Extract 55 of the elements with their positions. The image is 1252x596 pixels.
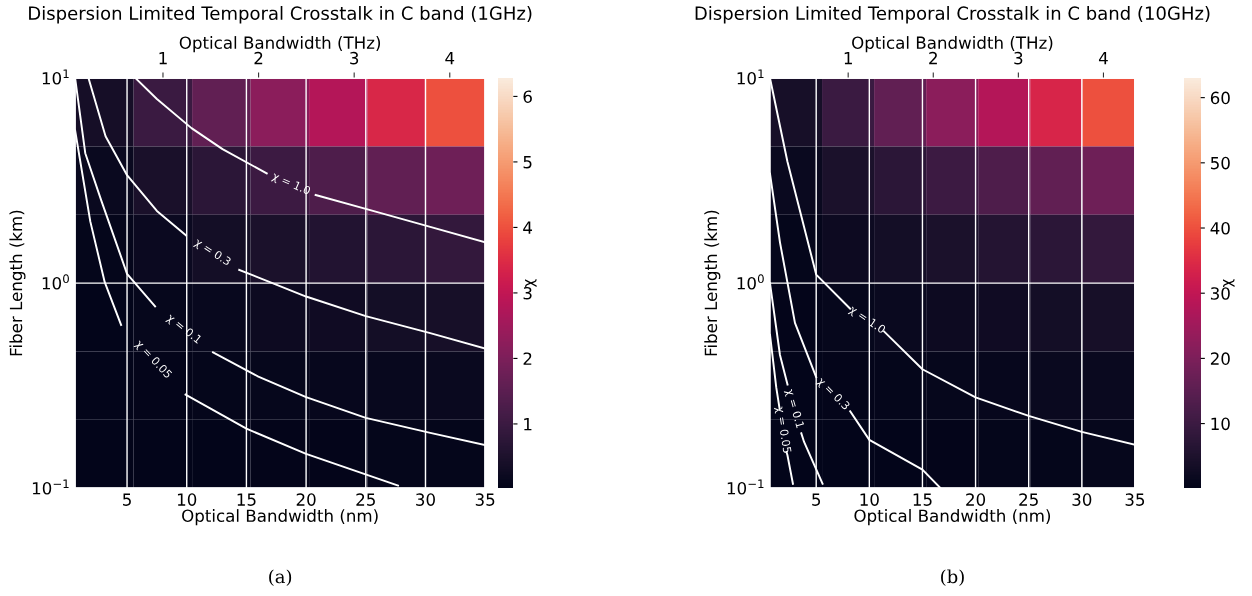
color-bar-title: χ [525, 279, 537, 288]
y-tick-label: 10$^{0}$ [737, 274, 764, 290]
x-tick-label: 5 [812, 493, 821, 506]
text: (a) [269, 569, 292, 586]
color-bar-label: 40 [1210, 221, 1230, 235]
x-tick-label: 20 [296, 493, 316, 506]
text: χ = 1.0 [270, 171, 312, 197]
x2-tick-label: 1 [159, 52, 167, 65]
text: χ = 1.0 [847, 304, 887, 336]
x-tick-label: 25 [356, 493, 375, 506]
color-bar-label: 20 [1210, 352, 1230, 365]
chart-title: Dispersion Limited Temporal Crosstalk in C band (10GHz) [695, 6, 1210, 24]
y-tick-label: 10$^{−1}$ [32, 479, 69, 495]
x-tick-label: 10 [177, 493, 197, 506]
color-bar-label: 6 [523, 90, 532, 103]
chart-title: Dispersion Limited Temporal Crosstalk in C band (1GHz) [29, 6, 532, 24]
x2-tick-label: 4 [1098, 52, 1108, 65]
color-bar-label: 50 [1210, 156, 1230, 170]
color-bar-label: 5 [523, 156, 532, 169]
x-tick-label: 15 [237, 493, 256, 506]
color-bar-label: 30 [1210, 287, 1230, 300]
x-axis-title: Optical Bandwidth (nm) [182, 509, 378, 526]
color-bar-label: 1 [524, 418, 532, 431]
x-tick-label: 35 [475, 493, 495, 506]
y-tick-label: 10$^{1}$ [737, 69, 764, 85]
y-axis-title: Fiber Length (km) [9, 210, 26, 356]
x2-tick-label: 4 [445, 52, 455, 65]
x2-tick-label: 3 [350, 51, 359, 65]
text: χ = 0.3 [815, 376, 851, 412]
x-tick-label: 5 [123, 493, 131, 506]
x2-tick-label: 2 [254, 51, 263, 65]
color-bar-label: 3 [523, 286, 532, 300]
x-tick-label: 30 [416, 493, 435, 506]
text: χ = 0.1 [165, 312, 203, 346]
x-tick-label: 20 [966, 493, 986, 506]
x-tick-label: 10 [860, 493, 879, 506]
color-bar-label: 4 [523, 221, 533, 234]
x-tick-label: 25 [1019, 493, 1038, 506]
y-axis-title: Fiber Length (km) [704, 210, 721, 356]
x2-tick-label: 3 [1014, 51, 1023, 65]
text: (b) [941, 569, 964, 586]
y-tick-label: 10$^{0}$ [42, 274, 69, 290]
x2-tick-label: 2 [929, 51, 937, 65]
color-bar-title: χ [1223, 279, 1235, 288]
x-tick-label: 30 [1072, 493, 1092, 506]
x-tick-label: 35 [1125, 493, 1145, 506]
y-tick-label: 10$^{1}$ [42, 69, 69, 85]
color-bar-label: 10 [1211, 417, 1230, 431]
color-bar-label: 2 [523, 352, 532, 365]
x-tick-label: 15 [913, 493, 932, 506]
x-axis-title: Optical Bandwidth (nm) [854, 509, 1051, 526]
text: χ = 0.3 [192, 237, 232, 268]
x2-tick-label: 1 [844, 52, 852, 65]
color-bar-label: 60 [1210, 91, 1230, 105]
y-tick-label: 10$^{−1}$ [727, 479, 764, 495]
